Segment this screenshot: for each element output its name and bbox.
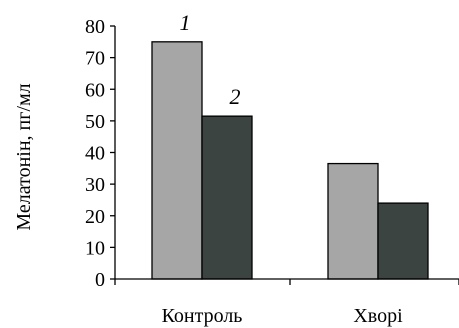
y-tick-label: 50 bbox=[85, 111, 105, 133]
bar-2-series-1 bbox=[327, 162, 379, 280]
y-axis-label: Мелатонін, пг/мл bbox=[13, 83, 35, 230]
bar-1-series-2 bbox=[201, 115, 253, 280]
y-axis-ticks: 0 10 20 30 40 50 60 70 80 bbox=[85, 16, 115, 291]
series-label-2: 2 bbox=[230, 84, 241, 109]
y-tick-label: 40 bbox=[85, 143, 105, 165]
bar-1-series-1 bbox=[151, 41, 203, 280]
y-tick-label: 80 bbox=[85, 16, 105, 38]
x-axis-labels: Контроль Хворі bbox=[162, 305, 404, 327]
series-labels: 12 bbox=[180, 10, 241, 109]
category-label: Хворі bbox=[353, 305, 403, 327]
y-tick-label: 70 bbox=[85, 48, 105, 70]
x-axis-ticks bbox=[114, 279, 459, 285]
y-tick-label: 20 bbox=[85, 206, 105, 228]
series-label-1: 1 bbox=[180, 10, 191, 35]
y-tick-label: 60 bbox=[85, 79, 105, 101]
bars bbox=[151, 41, 429, 280]
y-tick-label: 0 bbox=[95, 269, 105, 291]
bar-2-series-2 bbox=[377, 202, 429, 280]
y-tick-label: 10 bbox=[85, 237, 105, 259]
category-label: Контроль bbox=[162, 305, 243, 327]
y-tick-label: 30 bbox=[85, 174, 105, 196]
